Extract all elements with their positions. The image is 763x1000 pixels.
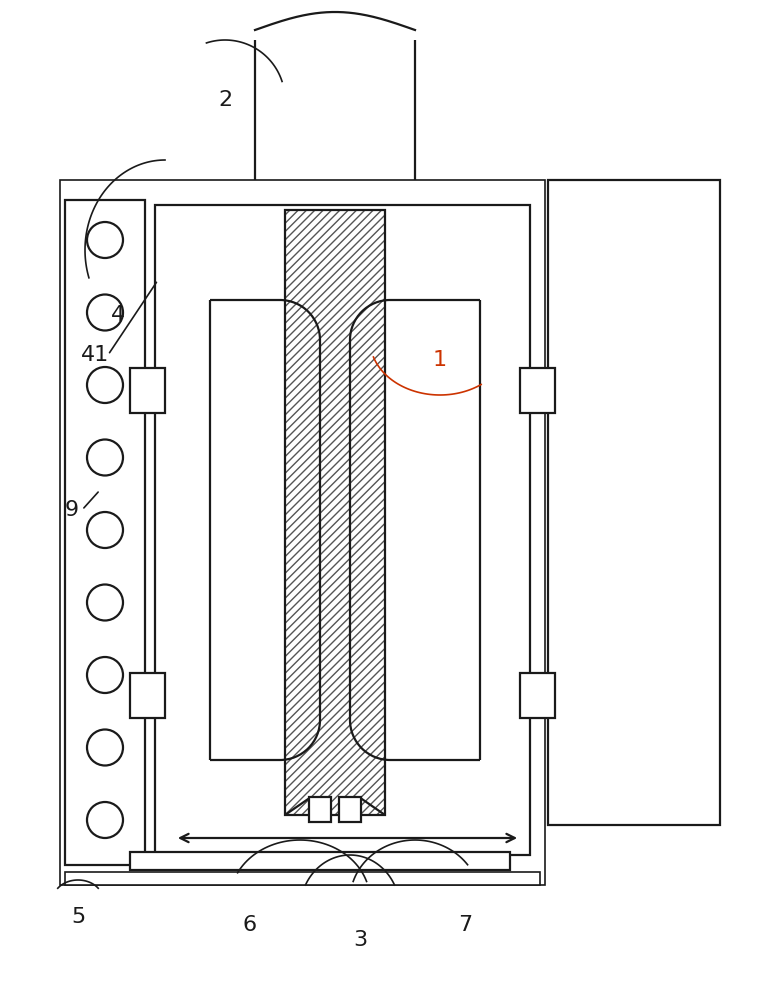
Bar <box>285 210 385 815</box>
Bar <box>520 672 555 718</box>
Bar <box>65 872 540 885</box>
Bar <box>130 852 510 870</box>
Text: 4: 4 <box>111 305 125 325</box>
Text: 5: 5 <box>71 907 85 927</box>
Bar <box>130 367 165 412</box>
Bar <box>520 367 555 412</box>
Text: 7: 7 <box>458 915 472 935</box>
Bar <box>285 210 385 815</box>
Bar <box>60 180 545 885</box>
Bar <box>155 205 530 855</box>
Text: 1: 1 <box>433 350 447 370</box>
Text: 3: 3 <box>353 930 367 950</box>
Bar <box>309 797 331 822</box>
Bar <box>548 180 720 825</box>
Bar <box>339 797 361 822</box>
Bar <box>65 200 145 865</box>
Text: 9: 9 <box>65 500 79 520</box>
Text: 41: 41 <box>81 345 109 365</box>
Text: 2: 2 <box>218 90 232 110</box>
Bar <box>285 210 385 815</box>
Bar <box>130 672 165 718</box>
Text: 6: 6 <box>243 915 257 935</box>
